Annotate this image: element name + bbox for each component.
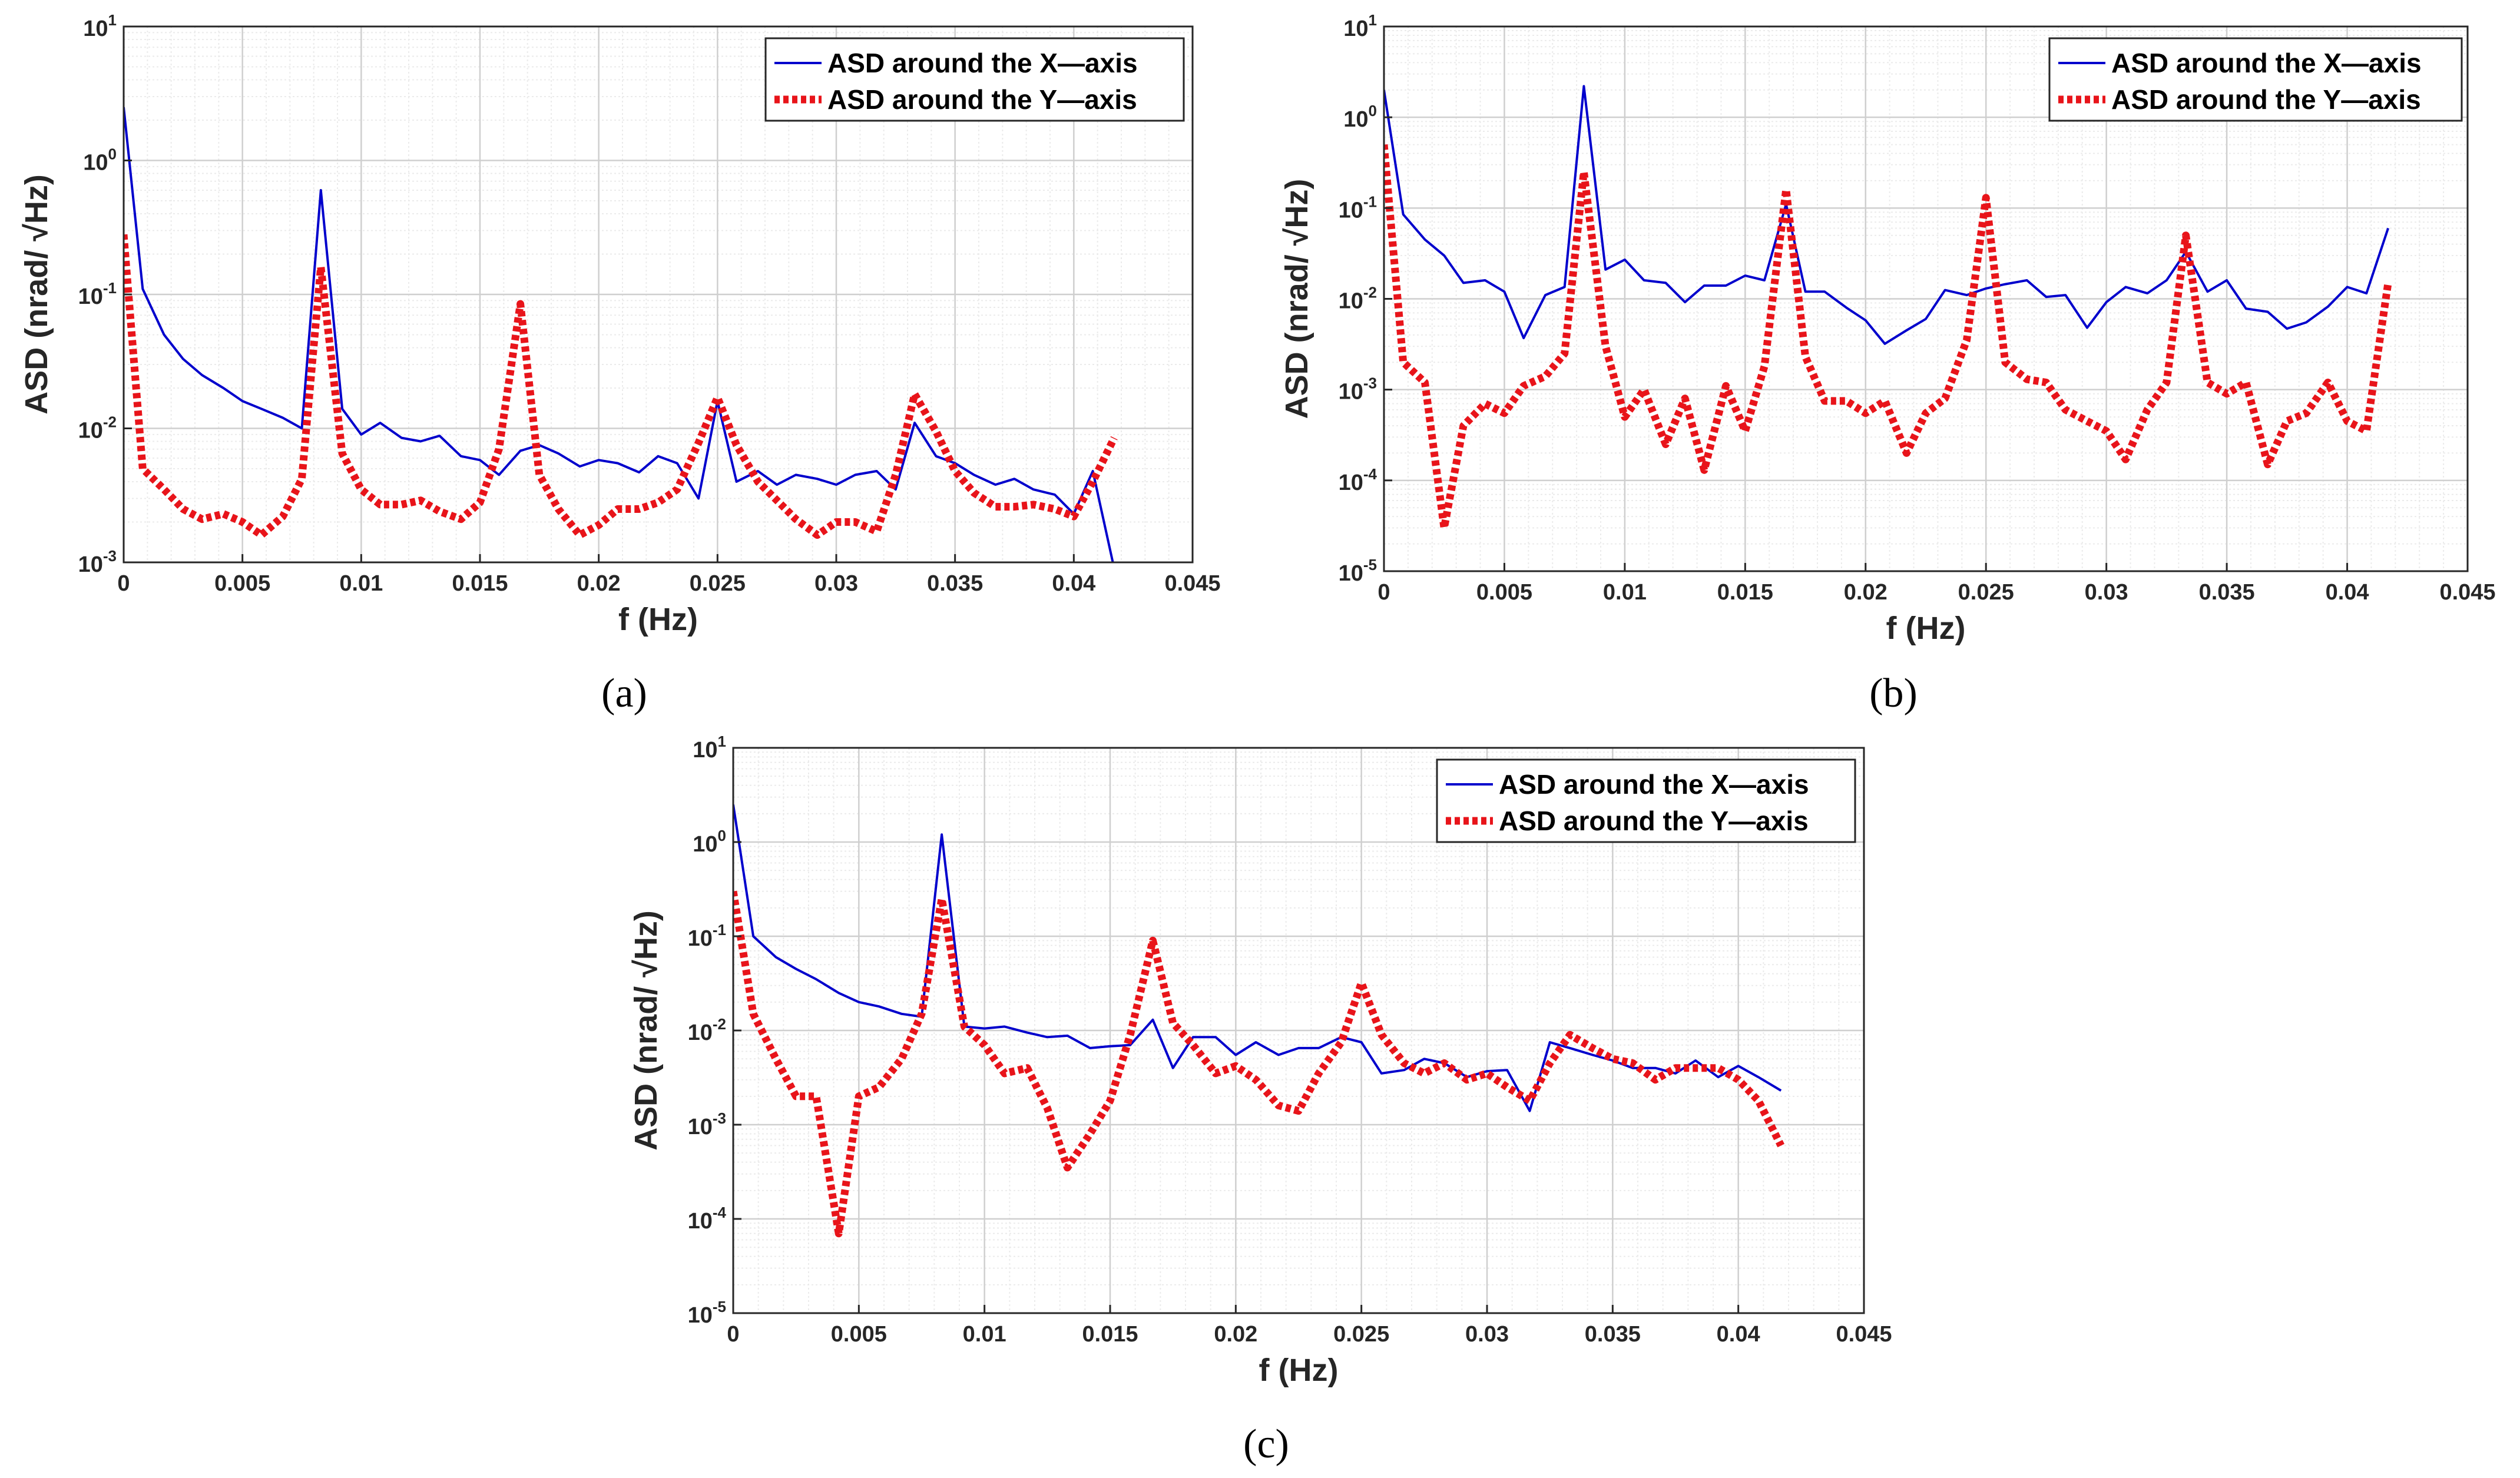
legend-box [2048, 37, 2463, 122]
y-tick-label: 100 [1343, 102, 1377, 132]
y-tick-label: 101 [1343, 11, 1377, 41]
x-axis-title: f (Hz) [1886, 611, 1966, 646]
legend: ASD around the X—axis ASD around the Y—ax… [764, 37, 1185, 122]
series-group [124, 107, 1118, 562]
x-tick-label: 0 [1377, 580, 1390, 605]
x-tick-label: 0 [117, 571, 130, 596]
x-tick-label: 0.035 [1585, 1322, 1641, 1347]
x-tick-label: 0.045 [2439, 580, 2495, 605]
y-tick-label: 101 [83, 11, 117, 41]
y-tick-label: 10-2 [1339, 284, 1377, 314]
x-tick-label: 0.03 [2085, 580, 2128, 605]
x-tick-label: 0.045 [1836, 1322, 1892, 1347]
x-tick-label: 0.015 [1082, 1322, 1138, 1347]
series-x-axis-line [1384, 85, 2389, 345]
y-tick-label: 10-3 [688, 1109, 726, 1139]
y-tick-label: 10-1 [78, 279, 117, 309]
x-tick-label: 0.035 [927, 571, 983, 596]
legend-label-x: ASD around the X—axis [1499, 769, 1809, 800]
x-tick-label: 0.045 [1164, 571, 1220, 596]
x-tick-label: 0.01 [1603, 580, 1647, 605]
legend-label-x: ASD around the X—axis [827, 48, 1138, 78]
y-tick-label: 10-4 [688, 1204, 727, 1234]
y-tick-label: 100 [83, 145, 117, 175]
x-tick-label: 0.03 [814, 571, 858, 596]
chart-panel-b: 0 0.005 0.01 0.015 0.02 0.025 0.03 0.035 0.04 0.0… [1279, 11, 2496, 716]
x-tick-label: 0.02 [1214, 1322, 1257, 1347]
panel-label-c: (c) [1243, 1421, 1289, 1467]
x-tick-label: 0.025 [1958, 580, 2014, 605]
chart-panel-c: 0 0.005 0.01 0.015 0.02 0.025 0.03 0.035 0.04 0.0… [628, 733, 1892, 1467]
series-y-axis-line [1384, 144, 2392, 532]
legend-label-x: ASD around the X—axis [2111, 48, 2422, 78]
x-axis-title: f (Hz) [618, 602, 698, 637]
legend: ASD around the X—axis ASD around the Y—ax… [1436, 758, 1856, 843]
y-tick-label: 101 [693, 733, 726, 763]
y-tick-label: 10-3 [78, 547, 117, 577]
x-axis-title: f (Hz) [1259, 1353, 1339, 1388]
y-axis-title: ASD (nrad/ √Hz) [1279, 179, 1314, 419]
y-tick-label: 10-4 [1339, 465, 1377, 495]
x-tick-label: 0.03 [1465, 1322, 1509, 1347]
x-tick-label: 0.02 [577, 571, 621, 596]
chart-panel-a: 0 0.005 0.01 0.015 0.02 0.025 0.03 0.035 0.04 0.0… [19, 11, 1221, 716]
x-tick-label: 0.01 [963, 1322, 1006, 1347]
y-tick-label: 10-5 [1339, 556, 1377, 586]
y-tick-label: 10-2 [688, 1015, 726, 1045]
x-tick-label: 0.015 [1717, 580, 1773, 605]
legend-box [764, 37, 1185, 122]
x-tick-label: 0.005 [1476, 580, 1532, 605]
x-tick-label: 0.02 [1844, 580, 1887, 605]
x-tick-label: 0.04 [1717, 1322, 1760, 1347]
panel-label-b: (b) [1869, 671, 1918, 716]
y-tick-label: 10-3 [1339, 375, 1377, 405]
legend-label-y: ASD around the Y—axis [827, 84, 1137, 115]
series-group [733, 804, 1785, 1238]
legend-box [1436, 758, 1856, 843]
x-tick-label: 0.01 [339, 571, 383, 596]
y-tick-label: 10-5 [688, 1298, 726, 1328]
series-y-axis-line [733, 890, 1785, 1238]
y-axis-title: ASD (nrad/ √Hz) [628, 910, 664, 1151]
legend-label-y: ASD around the Y—axis [2111, 84, 2421, 115]
x-tick-label: 0.005 [214, 571, 270, 596]
y-tick-label: 10-2 [78, 413, 117, 443]
panel-label-a: (a) [601, 671, 647, 716]
y-tick-label: 100 [693, 827, 726, 857]
x-tick-label: 0.015 [452, 571, 508, 596]
x-tick-label: 0.005 [831, 1322, 887, 1347]
x-tick-label: 0.025 [690, 571, 746, 596]
legend: ASD around the X—axis ASD around the Y—ax… [2048, 37, 2463, 122]
y-axis-title: ASD (nrad/ √Hz) [19, 174, 54, 415]
legend-label-y: ASD around the Y—axis [1499, 806, 1809, 836]
x-tick-label: 0.035 [2199, 580, 2255, 605]
x-tick-label: 0 [727, 1322, 739, 1347]
x-tick-label: 0.04 [1052, 571, 1095, 596]
y-tick-label: 10-1 [688, 921, 726, 951]
series-group [1384, 85, 2392, 532]
y-tick-label: 10-1 [1339, 193, 1377, 223]
series-y-axis-line [124, 234, 1118, 539]
x-tick-label: 0.04 [2326, 580, 2369, 605]
x-tick-label: 0.025 [1333, 1322, 1389, 1347]
